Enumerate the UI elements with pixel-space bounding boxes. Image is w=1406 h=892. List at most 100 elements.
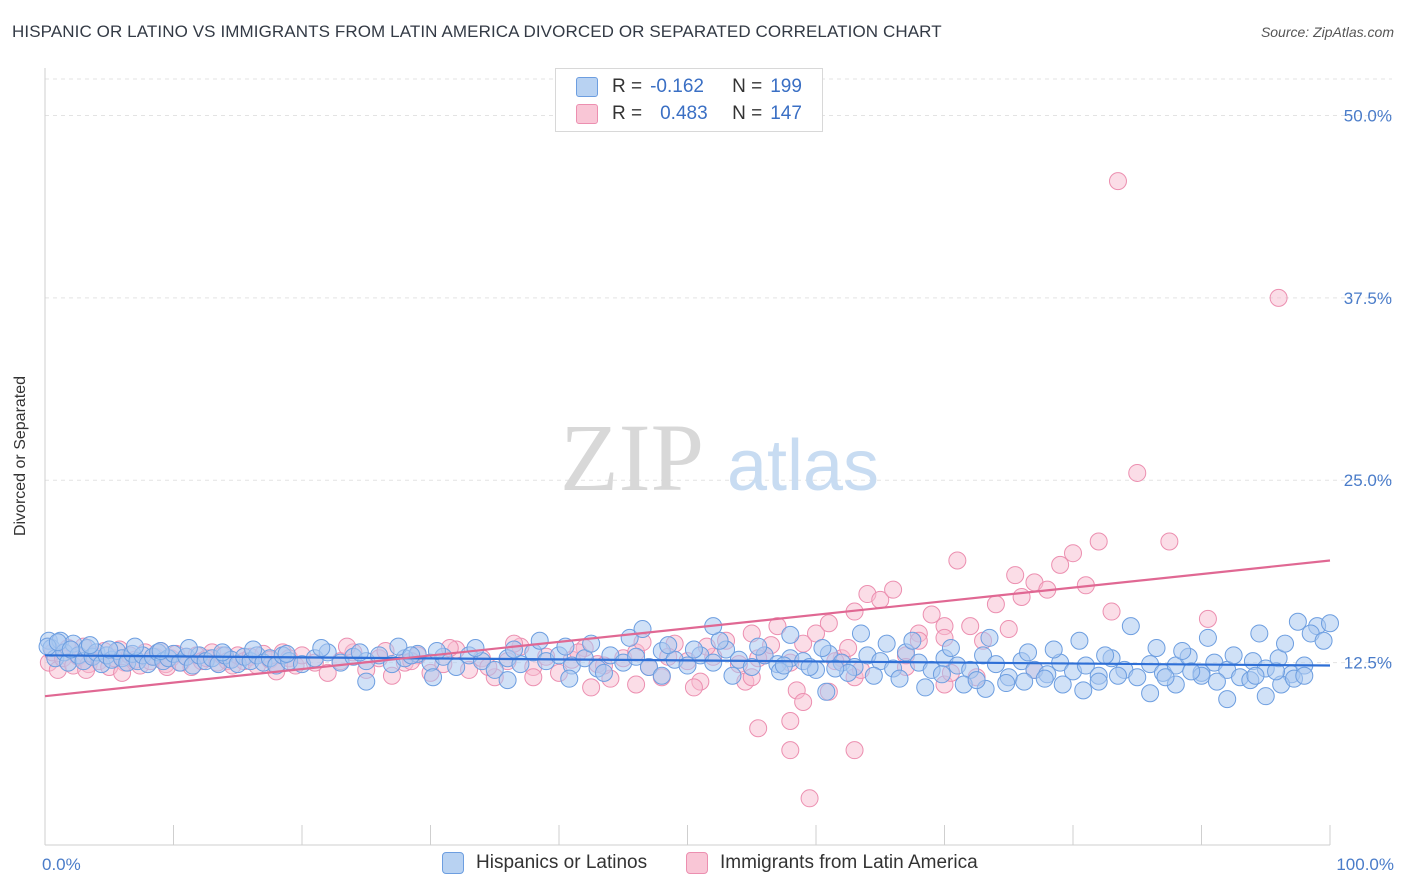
hispanic-point-148 [659,636,678,655]
immigrant-trend-line [44,559,1331,698]
legend-row-hispanic: R = -0.162 N = 199 [576,75,802,99]
hispanic-point-173 [357,672,376,691]
legend-item-hispanic[interactable]: Hispanics or Latinos [442,852,647,874]
immigrant-point-151 [749,719,768,738]
hispanic-point-171 [1321,614,1339,633]
immigrant-point-49 [318,663,337,682]
legend-r-value: -0.162 [650,76,704,97]
hispanic-point-142 [505,640,524,659]
legend-r-label: R = [612,76,643,97]
hispanic-point-133 [213,643,232,662]
hispanic-point-163 [1121,617,1140,636]
hispanic-trend-line [44,654,1331,667]
hispanic-point-156 [903,631,922,650]
hispanic-point-137 [350,643,369,662]
immigrant-point-124 [684,678,703,697]
immigrant-point-98 [948,551,967,570]
legend-label: Hispanics or Latinos [476,852,648,873]
immigrant-point-123 [627,675,646,694]
hispanic-point-138 [389,637,408,656]
immigrant-point-96 [922,605,941,624]
legend-n-value: 199 [770,76,802,97]
hispanic-point-208 [1156,668,1175,687]
immigrant-point-145 [1006,566,1025,585]
hispanic-point-140 [427,641,446,660]
y-tick-label-3: 50.0% [1344,106,1392,125]
hispanic-point-77 [704,653,723,672]
immigrant-point-99 [961,617,980,636]
hispanic-point-203 [932,665,951,684]
immigrant-point-149 [1108,172,1127,191]
immigrant-point-93 [884,580,903,599]
hispanic-point-165 [1173,641,1192,660]
hispanic-point-212 [1267,662,1286,681]
hispanic-point-161 [1070,631,1089,650]
hispanic-point-143 [530,631,549,650]
hispanic-point-132 [179,639,198,658]
hispanic-point-128 [80,636,99,655]
hispanic-point-130 [125,637,144,656]
hispanic-point-172 [1288,612,1307,631]
hispanic-point-185 [916,678,935,697]
immigrant-point-150 [1269,288,1288,307]
hispanic-point-177 [594,663,613,682]
hispanic-point-157 [941,639,960,658]
hispanic-point-211 [1246,666,1265,685]
hispanic-point-207 [1108,666,1127,685]
hispanic-point-162 [1096,646,1115,665]
hispanic-point-169 [1276,634,1295,653]
immigrant-point-154 [845,741,864,760]
hispanic-point-209 [1182,662,1201,681]
hispanic-point-189 [1053,675,1072,694]
hispanic-point-136 [312,639,331,658]
hispanic-point-106 [1076,656,1095,675]
hispanic-point-176 [560,669,579,688]
immigrant-point-103 [1012,587,1031,606]
trend-lines [44,559,1331,698]
hispanic-point-153 [813,639,832,658]
hispanic-point-99 [986,655,1005,674]
hispanic-point-184 [890,669,909,688]
hispanic-point-205 [997,674,1016,693]
hispanic-point-152 [781,625,800,644]
stats-legend: R = -0.162 N = 199 R = 0.483 N = 147 [555,68,823,132]
x-tick-labels: 0.0% 100.0% [42,855,1394,874]
immigrant-point-106 [1051,555,1070,574]
hispanic-point-160 [1044,640,1063,659]
immigrant-point-122 [582,678,601,697]
immigrant-point-121 [524,668,543,687]
y-tick-labels: 12.5% 25.0% 37.5% 50.0% [1344,106,1392,672]
legend-swatch-pink [686,852,708,874]
hispanic-point-129 [100,640,119,659]
legend-n-label: N = [732,103,763,124]
legend-swatch-pink [576,104,598,124]
hispanic-point-155 [877,634,896,653]
immigrant-point-153 [781,741,800,760]
immigrant-point-86 [794,634,813,653]
hispanic-point-200 [774,656,793,675]
hispanic-point-191 [1089,672,1108,691]
immigrant-point-141 [794,693,813,712]
immigrant-point-107 [1064,544,1082,563]
hispanic-point-154 [851,624,870,643]
source-label: Source: ZipAtlas.com [1260,24,1394,40]
watermark-atlas: atlas [727,426,879,506]
legend-r-value: 0.483 [660,103,708,124]
hispanic-point-141 [466,639,485,658]
immigrant-point-88 [819,614,838,633]
hispanic-point-60 [485,660,504,679]
hispanic-point-135 [277,644,296,663]
hispanic-point-167 [1224,646,1243,665]
hispanic-point-151 [749,637,768,656]
hispanic-point-188 [1015,672,1034,691]
x-tick-label-0: 0.0% [42,855,81,874]
watermark-zip: ZIP [560,404,704,511]
hispanic-point-202 [864,666,883,685]
watermark: ZIP atlas [560,404,879,511]
chart-title: HISPANIC OR LATINO VS IMMIGRANTS FROM LA… [12,22,942,41]
hispanic-point-210 [1207,672,1226,691]
legend-item-immigrants[interactable]: Immigrants from Latin America [686,852,978,874]
hispanic-point-164 [1147,639,1166,658]
hispanic-point-159 [1019,643,1038,662]
